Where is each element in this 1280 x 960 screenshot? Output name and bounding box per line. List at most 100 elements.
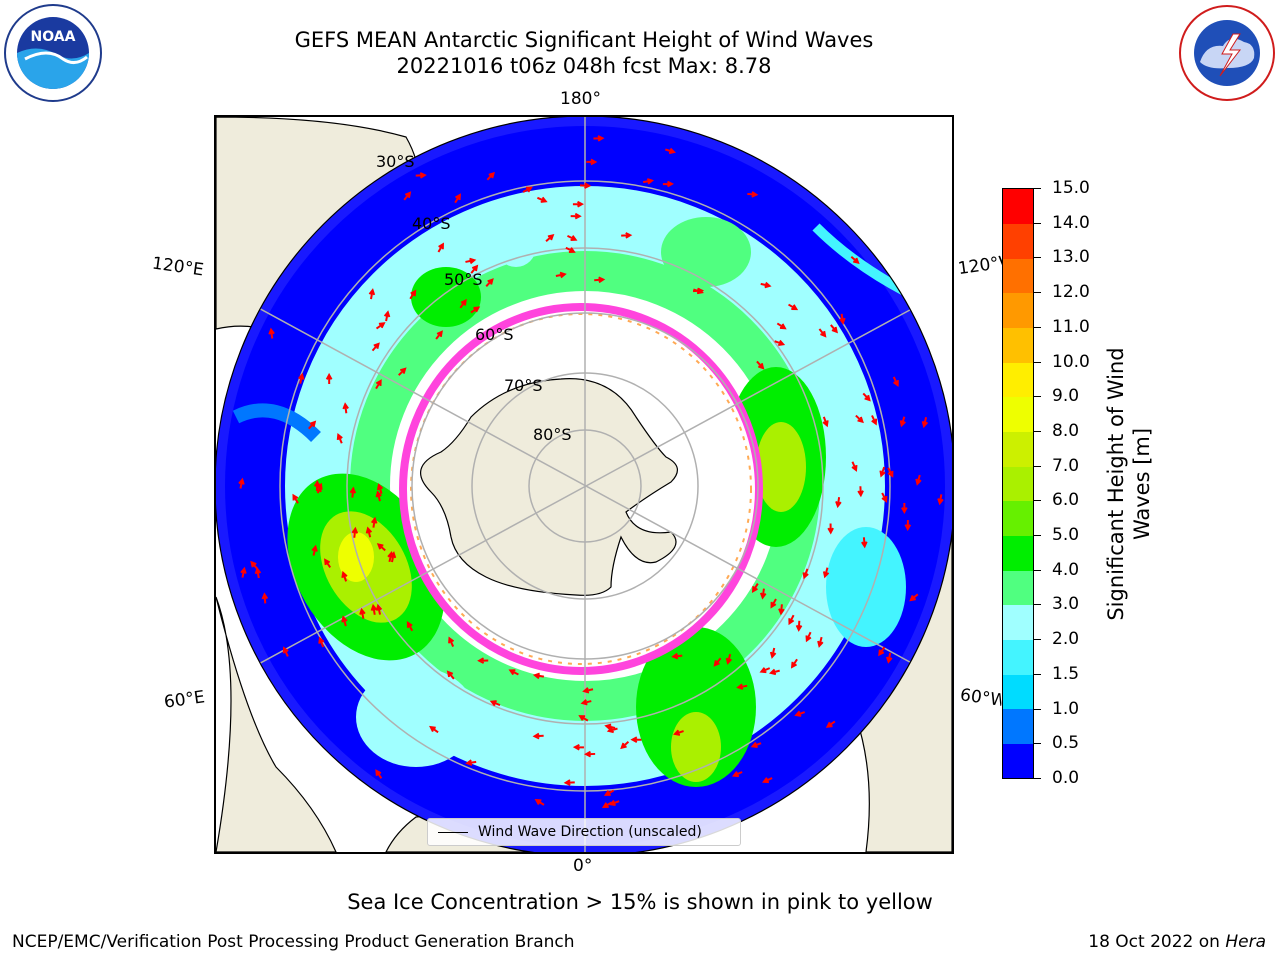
wave-direction-arrow bbox=[878, 646, 886, 657]
colorbar-segment bbox=[1003, 570, 1033, 606]
wave-direction-arrow bbox=[794, 710, 806, 717]
lon-label-left-upper: 120°E bbox=[150, 253, 205, 281]
colorbar-segment bbox=[1003, 535, 1033, 571]
wave-direction-arrow bbox=[375, 490, 382, 502]
wave-direction-arrow bbox=[830, 324, 838, 334]
colorbar-tick-label: 11.0 bbox=[1052, 316, 1090, 337]
wave-direction-arrow bbox=[375, 379, 382, 390]
wave-direction-arrow bbox=[822, 416, 829, 428]
wave-direction-arrow bbox=[368, 288, 376, 300]
ocean-disc bbox=[216, 117, 952, 852]
colorbar-title-line-1: Significant Height of Wind bbox=[1104, 347, 1128, 621]
colorbar-segment bbox=[1003, 500, 1033, 536]
sea-ice-footnote: Sea Ice Concentration > 15% is shown in … bbox=[347, 890, 933, 914]
wave-direction-arrow bbox=[909, 593, 919, 602]
wave-direction-arrow bbox=[268, 327, 275, 339]
wave-direction-arrow bbox=[899, 416, 906, 428]
wave-direction-arrow bbox=[370, 603, 378, 615]
wave-direction-arrow bbox=[370, 516, 378, 528]
wave-direction-arrow bbox=[522, 186, 533, 193]
colorbar-tick bbox=[1034, 326, 1041, 328]
wave-direction-arrow bbox=[342, 402, 349, 414]
wave-direction-arrow bbox=[606, 726, 618, 734]
wave-direction-arrow bbox=[580, 182, 592, 189]
colorbar-tick-label: 3.0 bbox=[1052, 594, 1080, 615]
colorbar-tick bbox=[1034, 465, 1041, 467]
wave-direction-arrow bbox=[630, 736, 642, 743]
wave-direction-arrow bbox=[886, 652, 893, 664]
title-line-1: GEFS MEAN Antarctic Significant Height o… bbox=[294, 28, 874, 52]
colorbar-segment bbox=[1003, 639, 1033, 675]
wave-direction-arrow bbox=[489, 700, 501, 707]
wave-direction-arrow bbox=[835, 497, 842, 509]
wave-direction-arrow bbox=[620, 740, 630, 750]
colorbar-segment bbox=[1003, 327, 1033, 363]
wave-direction-arrow bbox=[713, 657, 722, 667]
wave-direction-arrow bbox=[375, 769, 383, 779]
wave-direction-arrow bbox=[756, 360, 765, 370]
wave-direction-arrow bbox=[375, 603, 383, 615]
colorbar-tick bbox=[1034, 222, 1041, 224]
wave-direction-arrow bbox=[406, 621, 414, 632]
wave-direction-arrow bbox=[861, 537, 868, 549]
wave-direction-arrow bbox=[508, 669, 519, 676]
wave-direction-arrow bbox=[437, 242, 444, 253]
wave-direction-arrow bbox=[371, 342, 380, 352]
wave-direction-arrow bbox=[604, 723, 616, 731]
wave-direction-arrow bbox=[665, 147, 676, 155]
wave-direction-arrow bbox=[901, 502, 908, 515]
nws-logo bbox=[1178, 4, 1276, 102]
colorbar-tick-label: 15.0 bbox=[1052, 178, 1090, 198]
wave-direction-arrow bbox=[862, 392, 871, 402]
wave-direction-arrow bbox=[827, 523, 834, 535]
wave-direction-arrow bbox=[851, 461, 858, 472]
colorbar-segment bbox=[1003, 189, 1033, 225]
wave-direction-arrow bbox=[887, 467, 894, 478]
wave-direction-arrow bbox=[850, 255, 860, 265]
wave-direction-arrow bbox=[921, 417, 929, 429]
wave-direction-arrow bbox=[788, 614, 795, 626]
wave-direction-arrow bbox=[759, 588, 767, 600]
wave-direction-arrow bbox=[762, 777, 773, 784]
wave-direction-arrows bbox=[238, 135, 944, 809]
wave-direction-arrow bbox=[593, 135, 605, 142]
wave-direction-arrow bbox=[736, 683, 748, 690]
colorbar-tick-label: 13.0 bbox=[1052, 247, 1090, 268]
colorbar-tick-label: 2.0 bbox=[1052, 629, 1080, 650]
colorbar-tick-label: 1.5 bbox=[1052, 663, 1080, 684]
wave-direction-arrow bbox=[403, 191, 412, 201]
wave-direction-arrow bbox=[261, 592, 269, 604]
wave-direction-arrow bbox=[892, 376, 899, 387]
wave-direction-arrow bbox=[325, 372, 333, 384]
wave-direction-arrow bbox=[586, 158, 598, 166]
lat-label-50s: 50°S bbox=[444, 270, 483, 289]
wave-direction-arrow bbox=[545, 233, 555, 243]
wave-direction-arrow bbox=[351, 526, 359, 538]
wave-direction-arrow bbox=[855, 414, 864, 424]
lat-label-30s: 30°S bbox=[376, 152, 415, 171]
wave-direction-arrow bbox=[454, 193, 461, 204]
wave-direction-arrow bbox=[349, 486, 357, 498]
wave-direction-arrow bbox=[570, 212, 582, 220]
wave-direction-arrow bbox=[435, 330, 443, 340]
colorbar-tick-label: 7.0 bbox=[1052, 455, 1080, 476]
wave-direction-arrow bbox=[298, 372, 305, 384]
wave-direction-arrow bbox=[409, 289, 417, 300]
wave-direction-arrow bbox=[415, 172, 427, 179]
colorbar-segment bbox=[1003, 743, 1033, 779]
wave-direction-arrow bbox=[673, 729, 684, 736]
wave-direction-arrow bbox=[477, 657, 489, 664]
map-legend: Wind Wave Direction (unscaled) bbox=[427, 818, 741, 846]
lon-label-right-lower: 60°W bbox=[958, 685, 1004, 711]
lat-label-80s: 80°S bbox=[533, 425, 572, 444]
colorbar-tick bbox=[1034, 673, 1041, 675]
legend-label: Wind Wave Direction (unscaled) bbox=[478, 824, 702, 840]
wave-direction-arrow bbox=[308, 420, 317, 430]
lat-label-70s: 70°S bbox=[504, 376, 543, 395]
wave-direction-arrow bbox=[532, 672, 545, 680]
wave-direction-arrow bbox=[839, 313, 846, 325]
colorbar-tick-label: 6.0 bbox=[1052, 490, 1080, 511]
wave-direction-arrow bbox=[486, 171, 495, 181]
wave-direction-arrow bbox=[470, 306, 481, 314]
wave-direction-arrow bbox=[567, 234, 578, 242]
